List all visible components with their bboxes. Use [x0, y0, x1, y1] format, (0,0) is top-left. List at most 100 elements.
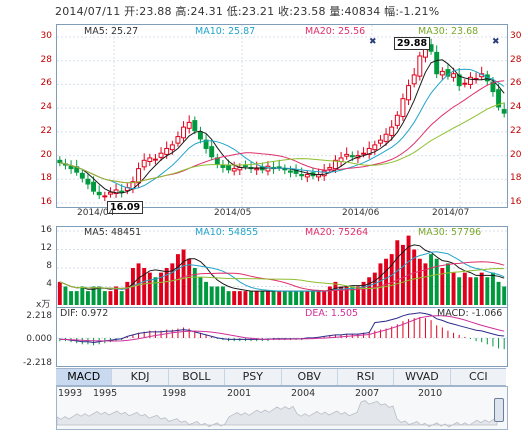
low-value: 23.21	[241, 5, 275, 18]
candle-body	[254, 168, 260, 171]
volume-bar	[322, 291, 327, 305]
volume-bar	[355, 286, 360, 305]
candle-body	[411, 74, 417, 85]
volume-bar	[192, 268, 197, 305]
candle-body	[406, 85, 412, 101]
volume-value: 40834	[344, 5, 381, 18]
price-ma10: MA10: 25.87	[195, 26, 256, 37]
x-tick-2014-06: 2014/06	[342, 208, 380, 218]
volume-bar	[479, 272, 484, 305]
volume-bar	[282, 291, 287, 305]
macd-y-tick: -2.218	[22, 358, 52, 368]
tab-obv[interactable]: OBV	[281, 369, 338, 385]
candle-body	[181, 126, 187, 139]
candle-body	[91, 181, 97, 192]
candle-body	[141, 159, 147, 168]
price-y-tick-left: 24	[40, 102, 52, 113]
candle-body	[287, 170, 293, 173]
volume-bar	[260, 291, 265, 305]
volume-bar	[80, 286, 85, 305]
open-label: 开:	[124, 5, 140, 18]
candle-body	[85, 178, 91, 185]
overview-year: 1995	[93, 388, 118, 399]
tab-rsi[interactable]: RSI	[337, 369, 395, 385]
close-value: 23.58	[293, 5, 326, 18]
open-value: 23.88	[139, 5, 172, 18]
quote-summary: 2014/07/11 开:23.88 高:24.31 低:23.21 收:23.…	[55, 3, 439, 19]
volume-bar	[63, 286, 68, 305]
candle-body	[389, 126, 395, 136]
price-y-tick-left: 26	[40, 78, 52, 89]
candle-body	[152, 158, 158, 161]
price-y-tick-right: 20	[510, 149, 522, 160]
quote-date: 2014/07/11	[55, 5, 121, 18]
volume-bar	[417, 258, 422, 305]
macd-y-tick: 2.218	[26, 311, 52, 321]
history-overview-chart[interactable]	[57, 387, 507, 429]
tab-kdj[interactable]: KDJ	[112, 369, 169, 385]
candle-body	[332, 159, 338, 170]
volume-bar	[429, 254, 434, 305]
candle-body	[361, 152, 367, 155]
dea-line	[59, 315, 505, 342]
candle-body	[456, 74, 462, 87]
volume-bar	[170, 263, 175, 305]
macd-panel[interactable]	[56, 307, 508, 367]
candle-body	[119, 190, 125, 193]
volume-bar	[384, 258, 389, 305]
volume-bar	[344, 286, 349, 305]
candle-body	[192, 120, 198, 132]
price-y-tick-left: 20	[40, 149, 52, 160]
price-y-tick-left: 28	[40, 54, 52, 65]
price-chart[interactable]	[57, 25, 507, 207]
candle-body	[490, 81, 496, 93]
candle-body	[96, 191, 102, 196]
price-ma5: MA5: 25.27	[84, 26, 139, 37]
candle-body	[366, 147, 372, 155]
candle-body	[496, 89, 502, 108]
price-y-tick-right: 26	[510, 78, 522, 89]
candle-body	[372, 144, 378, 151]
candle-body	[197, 131, 203, 140]
volume-bar	[159, 272, 164, 305]
volume-bar	[97, 286, 102, 305]
candle-body	[344, 153, 350, 157]
overview-year: 2004	[291, 388, 316, 399]
macd-chart[interactable]	[57, 308, 507, 366]
volume-bar	[406, 235, 411, 305]
volume-bar	[288, 291, 293, 305]
tab-macd[interactable]: MACD	[56, 369, 113, 385]
tab-wvad[interactable]: WVAD	[394, 369, 451, 385]
volume-ma30: MA30: 57796	[418, 227, 482, 238]
candle-body	[107, 191, 113, 195]
volume-bar	[114, 286, 119, 305]
candle-body	[169, 144, 175, 151]
volume-bar	[485, 277, 490, 305]
volume-bar	[277, 291, 282, 305]
indicator-tabs: MACD KDJ BOLL PSY OBV RSI WVAD CCI	[56, 368, 506, 386]
volume-bar	[474, 277, 479, 305]
volume-bar	[367, 277, 372, 305]
volume-y-tick: 12	[40, 243, 52, 253]
candle-body	[68, 165, 74, 170]
volume-bar	[339, 286, 344, 305]
price-panel[interactable]	[56, 24, 508, 208]
high-callout: 29.88	[394, 37, 431, 50]
tab-cci[interactable]: CCI	[450, 369, 506, 385]
volume-chart[interactable]	[57, 227, 507, 307]
high-label: 高:	[175, 5, 191, 18]
range-handle-right[interactable]	[494, 398, 504, 422]
tab-boll[interactable]: BOLL	[168, 369, 226, 385]
volume-bar	[451, 272, 456, 305]
price-y-tick-left: 22	[40, 125, 52, 136]
volume-bar	[395, 240, 400, 305]
volume-ma5: MA5: 48451	[84, 227, 142, 238]
tab-psy[interactable]: PSY	[225, 369, 282, 385]
price-y-tick-right: 30	[510, 31, 522, 41]
volume-bar	[108, 291, 113, 305]
overview-year: 1993	[58, 388, 83, 399]
volume-label: 量:	[329, 5, 345, 18]
candle-body	[57, 159, 63, 164]
candle-body	[220, 164, 226, 168]
candle-body	[164, 147, 170, 155]
